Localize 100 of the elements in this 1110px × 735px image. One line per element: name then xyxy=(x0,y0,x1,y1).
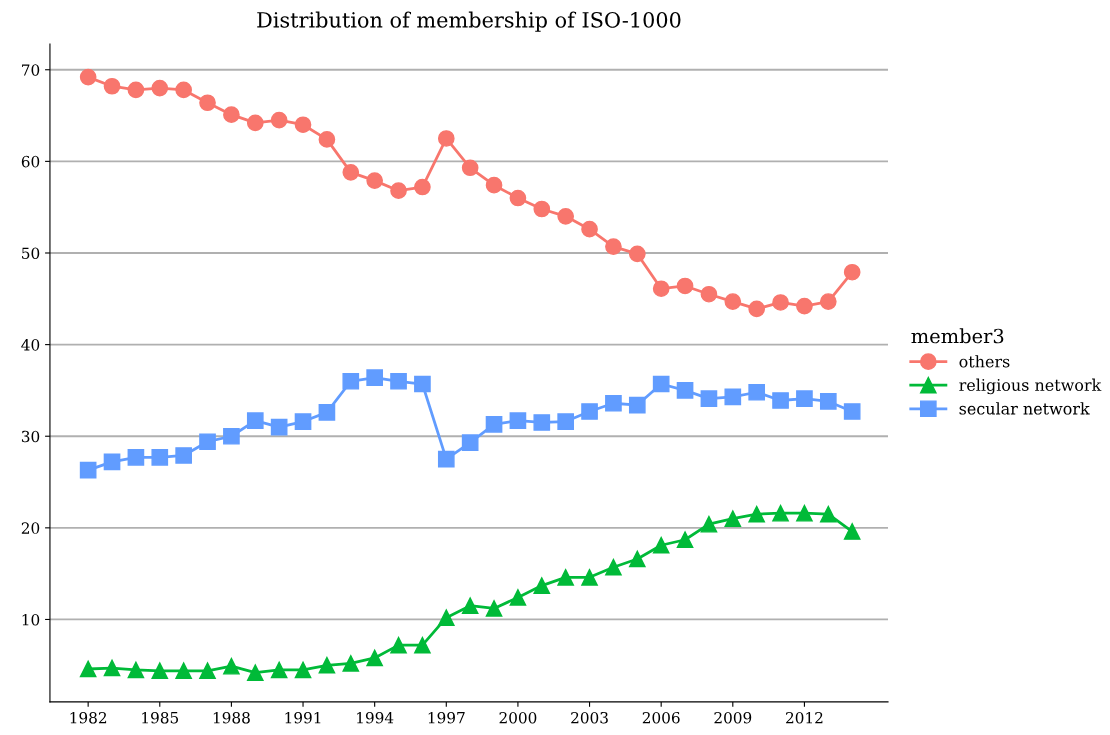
point xyxy=(509,412,527,429)
point xyxy=(103,453,121,471)
point xyxy=(772,504,789,522)
legend-title: member3 xyxy=(911,328,1004,344)
point xyxy=(485,415,503,433)
point xyxy=(700,285,718,303)
point xyxy=(557,568,575,586)
point xyxy=(676,382,694,399)
point xyxy=(748,505,766,523)
point xyxy=(270,661,288,679)
point xyxy=(294,116,312,134)
point xyxy=(843,403,861,420)
y-tick-label: 30 xyxy=(21,430,40,443)
point xyxy=(366,369,383,386)
point xyxy=(748,383,766,401)
point xyxy=(676,531,694,549)
point xyxy=(223,106,240,123)
point xyxy=(461,159,479,177)
x-tick-label: 1997 xyxy=(428,711,465,724)
point xyxy=(843,263,861,281)
point xyxy=(628,550,646,568)
point xyxy=(509,589,527,606)
point xyxy=(796,390,813,407)
chart-title: Distribution of membership of ISO-1000 xyxy=(257,11,681,32)
point xyxy=(79,461,97,479)
legend-label: secular network xyxy=(959,402,1090,415)
point xyxy=(437,130,455,147)
point xyxy=(509,189,527,207)
point xyxy=(318,404,336,421)
point xyxy=(485,176,503,194)
point xyxy=(318,656,336,674)
point xyxy=(772,392,789,409)
point xyxy=(270,111,288,129)
point xyxy=(294,413,312,430)
point xyxy=(819,505,837,523)
y-tick-label: 40 xyxy=(21,339,40,351)
point xyxy=(127,81,145,99)
point xyxy=(151,79,169,97)
point xyxy=(103,77,121,95)
point xyxy=(294,661,312,679)
point xyxy=(246,412,264,429)
point xyxy=(605,394,622,412)
y-tick-label: 20 xyxy=(21,522,40,534)
point xyxy=(557,413,575,430)
point xyxy=(796,504,813,522)
point xyxy=(628,245,646,263)
point xyxy=(79,68,97,86)
point xyxy=(175,447,192,464)
point xyxy=(199,94,216,112)
point xyxy=(366,172,383,189)
point xyxy=(533,414,551,431)
point xyxy=(605,558,622,576)
point xyxy=(127,448,145,466)
point xyxy=(652,280,670,298)
point xyxy=(819,393,837,410)
point xyxy=(223,427,240,445)
point xyxy=(796,297,813,315)
point xyxy=(652,375,670,393)
point xyxy=(700,390,718,407)
point xyxy=(724,388,742,406)
x-tick-label: 2003 xyxy=(571,711,608,724)
point xyxy=(461,434,479,451)
point xyxy=(533,577,551,594)
point xyxy=(724,510,742,528)
point xyxy=(390,636,407,654)
x-tick-label: 2009 xyxy=(714,711,752,724)
point xyxy=(748,300,766,318)
x-tick-label: 2012 xyxy=(786,711,823,724)
point xyxy=(79,660,97,678)
point xyxy=(342,164,360,181)
point xyxy=(414,178,431,196)
point xyxy=(819,293,837,310)
point xyxy=(581,220,598,238)
point xyxy=(652,536,670,554)
y-tick-label: 70 xyxy=(22,64,40,76)
point xyxy=(103,659,121,677)
point xyxy=(246,114,264,132)
point xyxy=(605,238,622,255)
point xyxy=(223,657,240,675)
point xyxy=(342,372,360,390)
point xyxy=(175,81,192,99)
point xyxy=(843,523,861,540)
point xyxy=(676,277,694,295)
point xyxy=(151,448,169,466)
point xyxy=(414,375,431,393)
x-tick-label: 2006 xyxy=(642,711,680,724)
x-tick-label: 1991 xyxy=(285,711,321,724)
y-tick-label: 50 xyxy=(22,247,40,260)
point xyxy=(199,662,216,680)
y-tick-label: 60 xyxy=(21,155,40,168)
y-tick-label: 10 xyxy=(22,613,40,626)
point xyxy=(581,403,598,420)
point xyxy=(557,208,575,225)
point xyxy=(581,568,598,586)
point xyxy=(724,293,742,310)
point xyxy=(485,600,503,617)
x-tick-label: 1985 xyxy=(142,711,179,724)
point xyxy=(342,655,360,672)
point xyxy=(414,636,431,654)
point xyxy=(175,662,192,680)
